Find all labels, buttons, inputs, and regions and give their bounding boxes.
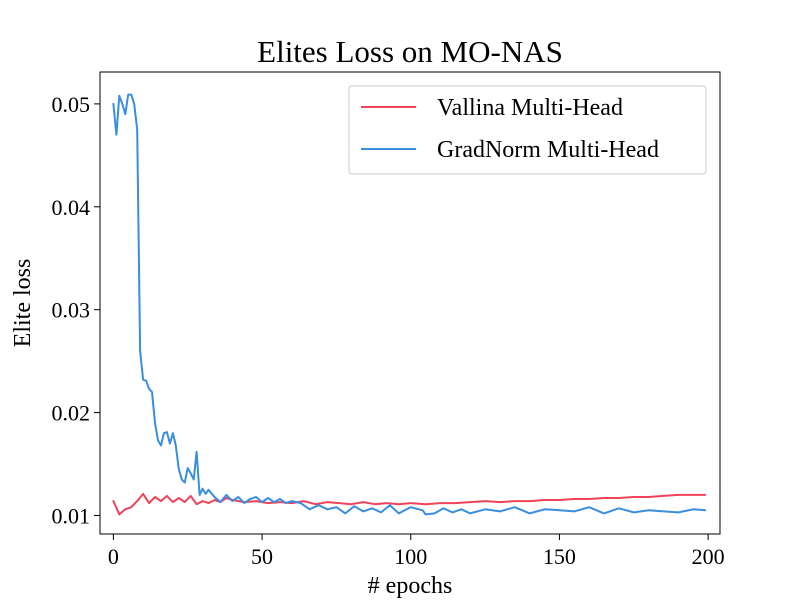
y-tick-label: 0.02 xyxy=(52,401,91,426)
legend-box xyxy=(348,85,707,175)
y-tick-label: 0.04 xyxy=(52,195,91,220)
series-layer xyxy=(112,93,707,516)
x-tick-label: 150 xyxy=(543,544,576,569)
y-tick-label: 0.03 xyxy=(52,298,91,323)
legend: Vallina Multi-Head GradNorm Multi-Head xyxy=(348,85,707,175)
x-tick-label: 200 xyxy=(692,544,725,569)
series-line-1 xyxy=(112,93,707,516)
x-axis-label: # epochs xyxy=(368,573,453,599)
legend-label-1: GradNorm Multi-Head xyxy=(437,137,659,163)
axes-frame xyxy=(99,71,721,535)
x-tick-label: 100 xyxy=(394,544,427,569)
plot-area: 0 50 100 150 200 0.01 0.02 0.03 0.04 0.05 xyxy=(52,71,725,569)
x-tick-label: 0 xyxy=(108,544,119,569)
y-axis-label: Elite loss xyxy=(10,259,36,348)
y-axis: 0.01 0.02 0.03 0.04 0.05 xyxy=(52,92,100,528)
x-axis: 0 50 100 150 200 xyxy=(108,534,725,569)
legend-label-0: Vallina Multi-Head xyxy=(437,95,623,121)
y-tick-label: 0.05 xyxy=(52,92,91,117)
chart-title: Elites Loss on MO-NAS xyxy=(257,34,563,69)
y-tick-label: 0.01 xyxy=(52,503,91,528)
x-tick-label: 50 xyxy=(251,544,273,569)
series-line-0 xyxy=(112,492,707,516)
